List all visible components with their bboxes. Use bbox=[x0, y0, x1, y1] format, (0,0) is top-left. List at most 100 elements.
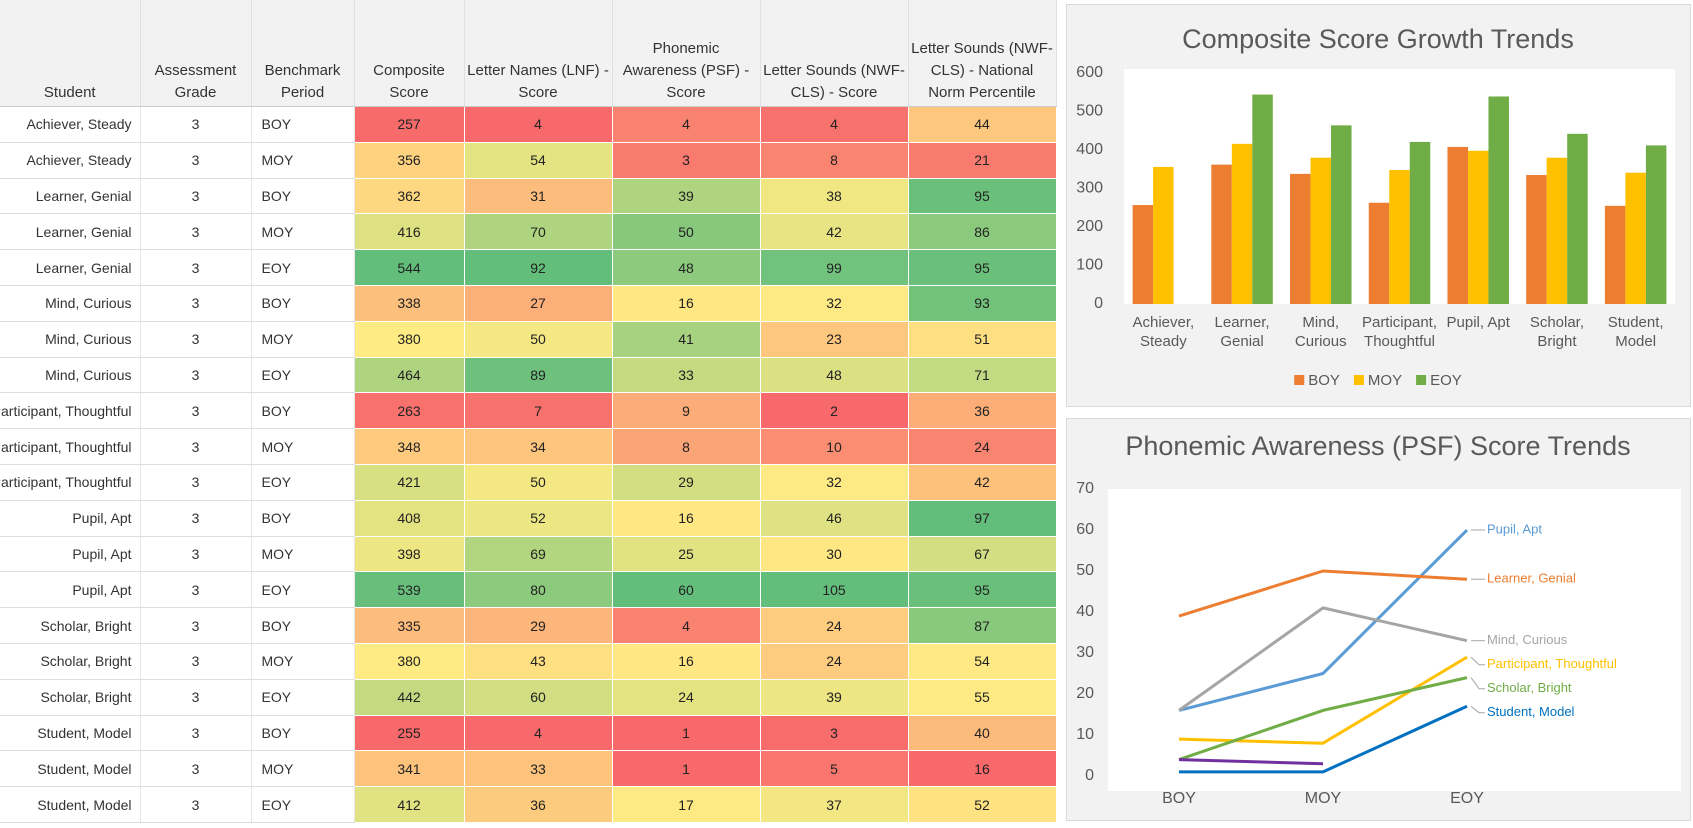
score-cell: 4 bbox=[463, 106, 613, 143]
series-line bbox=[1179, 704, 1468, 774]
student-cell: Mind, Curious bbox=[0, 357, 141, 394]
score-value: 50 bbox=[678, 223, 694, 240]
bar bbox=[1625, 172, 1646, 304]
score-value: 95 bbox=[974, 259, 990, 276]
score-value: 41 bbox=[678, 331, 694, 348]
score-cell: 48 bbox=[759, 356, 909, 394]
bar bbox=[1132, 205, 1154, 304]
score-value: 33 bbox=[530, 760, 546, 777]
score-value: 257 bbox=[397, 116, 421, 133]
score-value: 442 bbox=[397, 689, 421, 706]
score-cell: 348 bbox=[353, 428, 465, 465]
period-cell: BOY bbox=[251, 500, 355, 537]
student-name: Mind, Curious bbox=[45, 295, 132, 312]
score-cell: 408 bbox=[353, 499, 465, 537]
table-row: Mind, Curious 3 EOY 464 89 33 48 71 bbox=[0, 356, 1057, 394]
line-chart-panel: Phonemic Awareness (PSF) Score Trends 0 10… bbox=[1066, 418, 1691, 821]
score-cell: 3 bbox=[611, 141, 761, 179]
table-row: Participant, Thoughtful 3 EOY 421 50 29 32 42 bbox=[0, 463, 1057, 501]
student-name: Pupil, Apt bbox=[72, 581, 132, 598]
score-cell: 50 bbox=[463, 320, 613, 358]
student-cell: Student, Model bbox=[0, 750, 141, 788]
grade-cell: 3 bbox=[140, 249, 252, 286]
score-cell: 93 bbox=[907, 284, 1057, 322]
score-value: 54 bbox=[530, 152, 546, 169]
score-value: 29 bbox=[530, 617, 546, 634]
student-cell: Learner, Genial bbox=[0, 178, 141, 215]
score-value: 21 bbox=[974, 152, 990, 169]
bar bbox=[1211, 164, 1232, 304]
bar bbox=[1409, 141, 1431, 304]
score-value: 416 bbox=[397, 223, 421, 240]
x-tick-label: Achiever, Steady bbox=[1132, 314, 1195, 350]
bar bbox=[1447, 146, 1468, 304]
bar bbox=[1153, 166, 1174, 304]
x-tick-label: Learner, Genial bbox=[1214, 314, 1270, 350]
grade-cell: 3 bbox=[140, 106, 252, 143]
score-value: 46 bbox=[826, 510, 842, 527]
score-value: 69 bbox=[530, 545, 546, 562]
column-header: Phonemic Awareness (PSF) - Score bbox=[612, 0, 761, 107]
score-value: 338 bbox=[397, 295, 421, 312]
legend: BOY MOY EOY bbox=[1294, 372, 1462, 389]
score-cell: 43 bbox=[463, 642, 613, 680]
score-value: 24 bbox=[678, 689, 694, 706]
score-cell: 25 bbox=[611, 535, 761, 573]
x-tick-label: Pupil, Apt bbox=[1446, 314, 1510, 331]
grade-cell: 3 bbox=[140, 178, 252, 215]
y-tick-label: 50 bbox=[1076, 562, 1094, 579]
score-cell: 80 bbox=[463, 571, 613, 609]
score-value: 30 bbox=[826, 545, 842, 562]
period-cell: BOY bbox=[251, 607, 355, 644]
bar bbox=[1546, 157, 1568, 304]
score-cell: 16 bbox=[611, 284, 761, 322]
score-cell: 36 bbox=[907, 392, 1057, 430]
grade-cell: 3 bbox=[140, 715, 252, 752]
score-value: 70 bbox=[530, 223, 546, 240]
score-cell: 60 bbox=[463, 678, 613, 716]
y-tick-label: 600 bbox=[1076, 64, 1103, 81]
score-value: 10 bbox=[826, 438, 842, 455]
score-cell: 92 bbox=[463, 249, 613, 286]
score-cell: 4 bbox=[611, 607, 761, 644]
score-value: 44 bbox=[974, 116, 990, 133]
score-value: 7 bbox=[534, 402, 542, 419]
score-cell: 33 bbox=[611, 356, 761, 394]
x-label-box: Scholar, Bright bbox=[1530, 314, 1584, 350]
grade-cell: 3 bbox=[140, 536, 252, 573]
score-value: 3 bbox=[682, 152, 690, 169]
student-cell: Learner, Genial bbox=[0, 249, 141, 286]
score-value: 8 bbox=[830, 152, 838, 169]
score-cell: 362 bbox=[353, 177, 465, 215]
score-cell: 8 bbox=[611, 428, 761, 465]
score-value: 1 bbox=[682, 760, 690, 777]
header-row: Student Assessment Grade Benchmark Period C… bbox=[0, 0, 1057, 107]
score-value: 16 bbox=[678, 653, 694, 670]
score-value: 341 bbox=[397, 760, 421, 777]
y-tick-label: 500 bbox=[1076, 103, 1103, 120]
period-cell: MOY bbox=[251, 643, 355, 680]
column-header: Student bbox=[0, 0, 141, 107]
score-value: 4 bbox=[534, 724, 542, 741]
score-value: 54 bbox=[974, 653, 990, 670]
score-value: 255 bbox=[397, 724, 421, 741]
series-line bbox=[1178, 655, 1468, 745]
period-cell: BOY bbox=[251, 285, 355, 322]
table-row: Mind, Curious 3 MOY 380 50 41 23 51 bbox=[0, 320, 1057, 358]
table-row: Learner, Genial 3 BOY 362 31 39 38 95 bbox=[0, 177, 1057, 215]
legend-swatch bbox=[1353, 375, 1364, 385]
score-value: 42 bbox=[974, 474, 990, 491]
y-tick-label: 30 bbox=[1076, 644, 1094, 661]
score-cell: 39 bbox=[611, 177, 761, 215]
y-tick-label: 20 bbox=[1076, 685, 1094, 702]
score-value: 1 bbox=[682, 724, 690, 741]
column-header: Assessment Grade bbox=[140, 0, 252, 107]
score-cell: 335 bbox=[353, 607, 465, 644]
score-value: 263 bbox=[397, 402, 421, 419]
score-cell: 24 bbox=[907, 428, 1057, 465]
student-cell: Mind, Curious bbox=[0, 285, 141, 322]
score-cell: 70 bbox=[463, 213, 613, 251]
student-name: Student, Model bbox=[37, 796, 132, 813]
student-name: Participant, Thoughtful bbox=[0, 402, 132, 419]
score-value: 31 bbox=[530, 187, 546, 204]
